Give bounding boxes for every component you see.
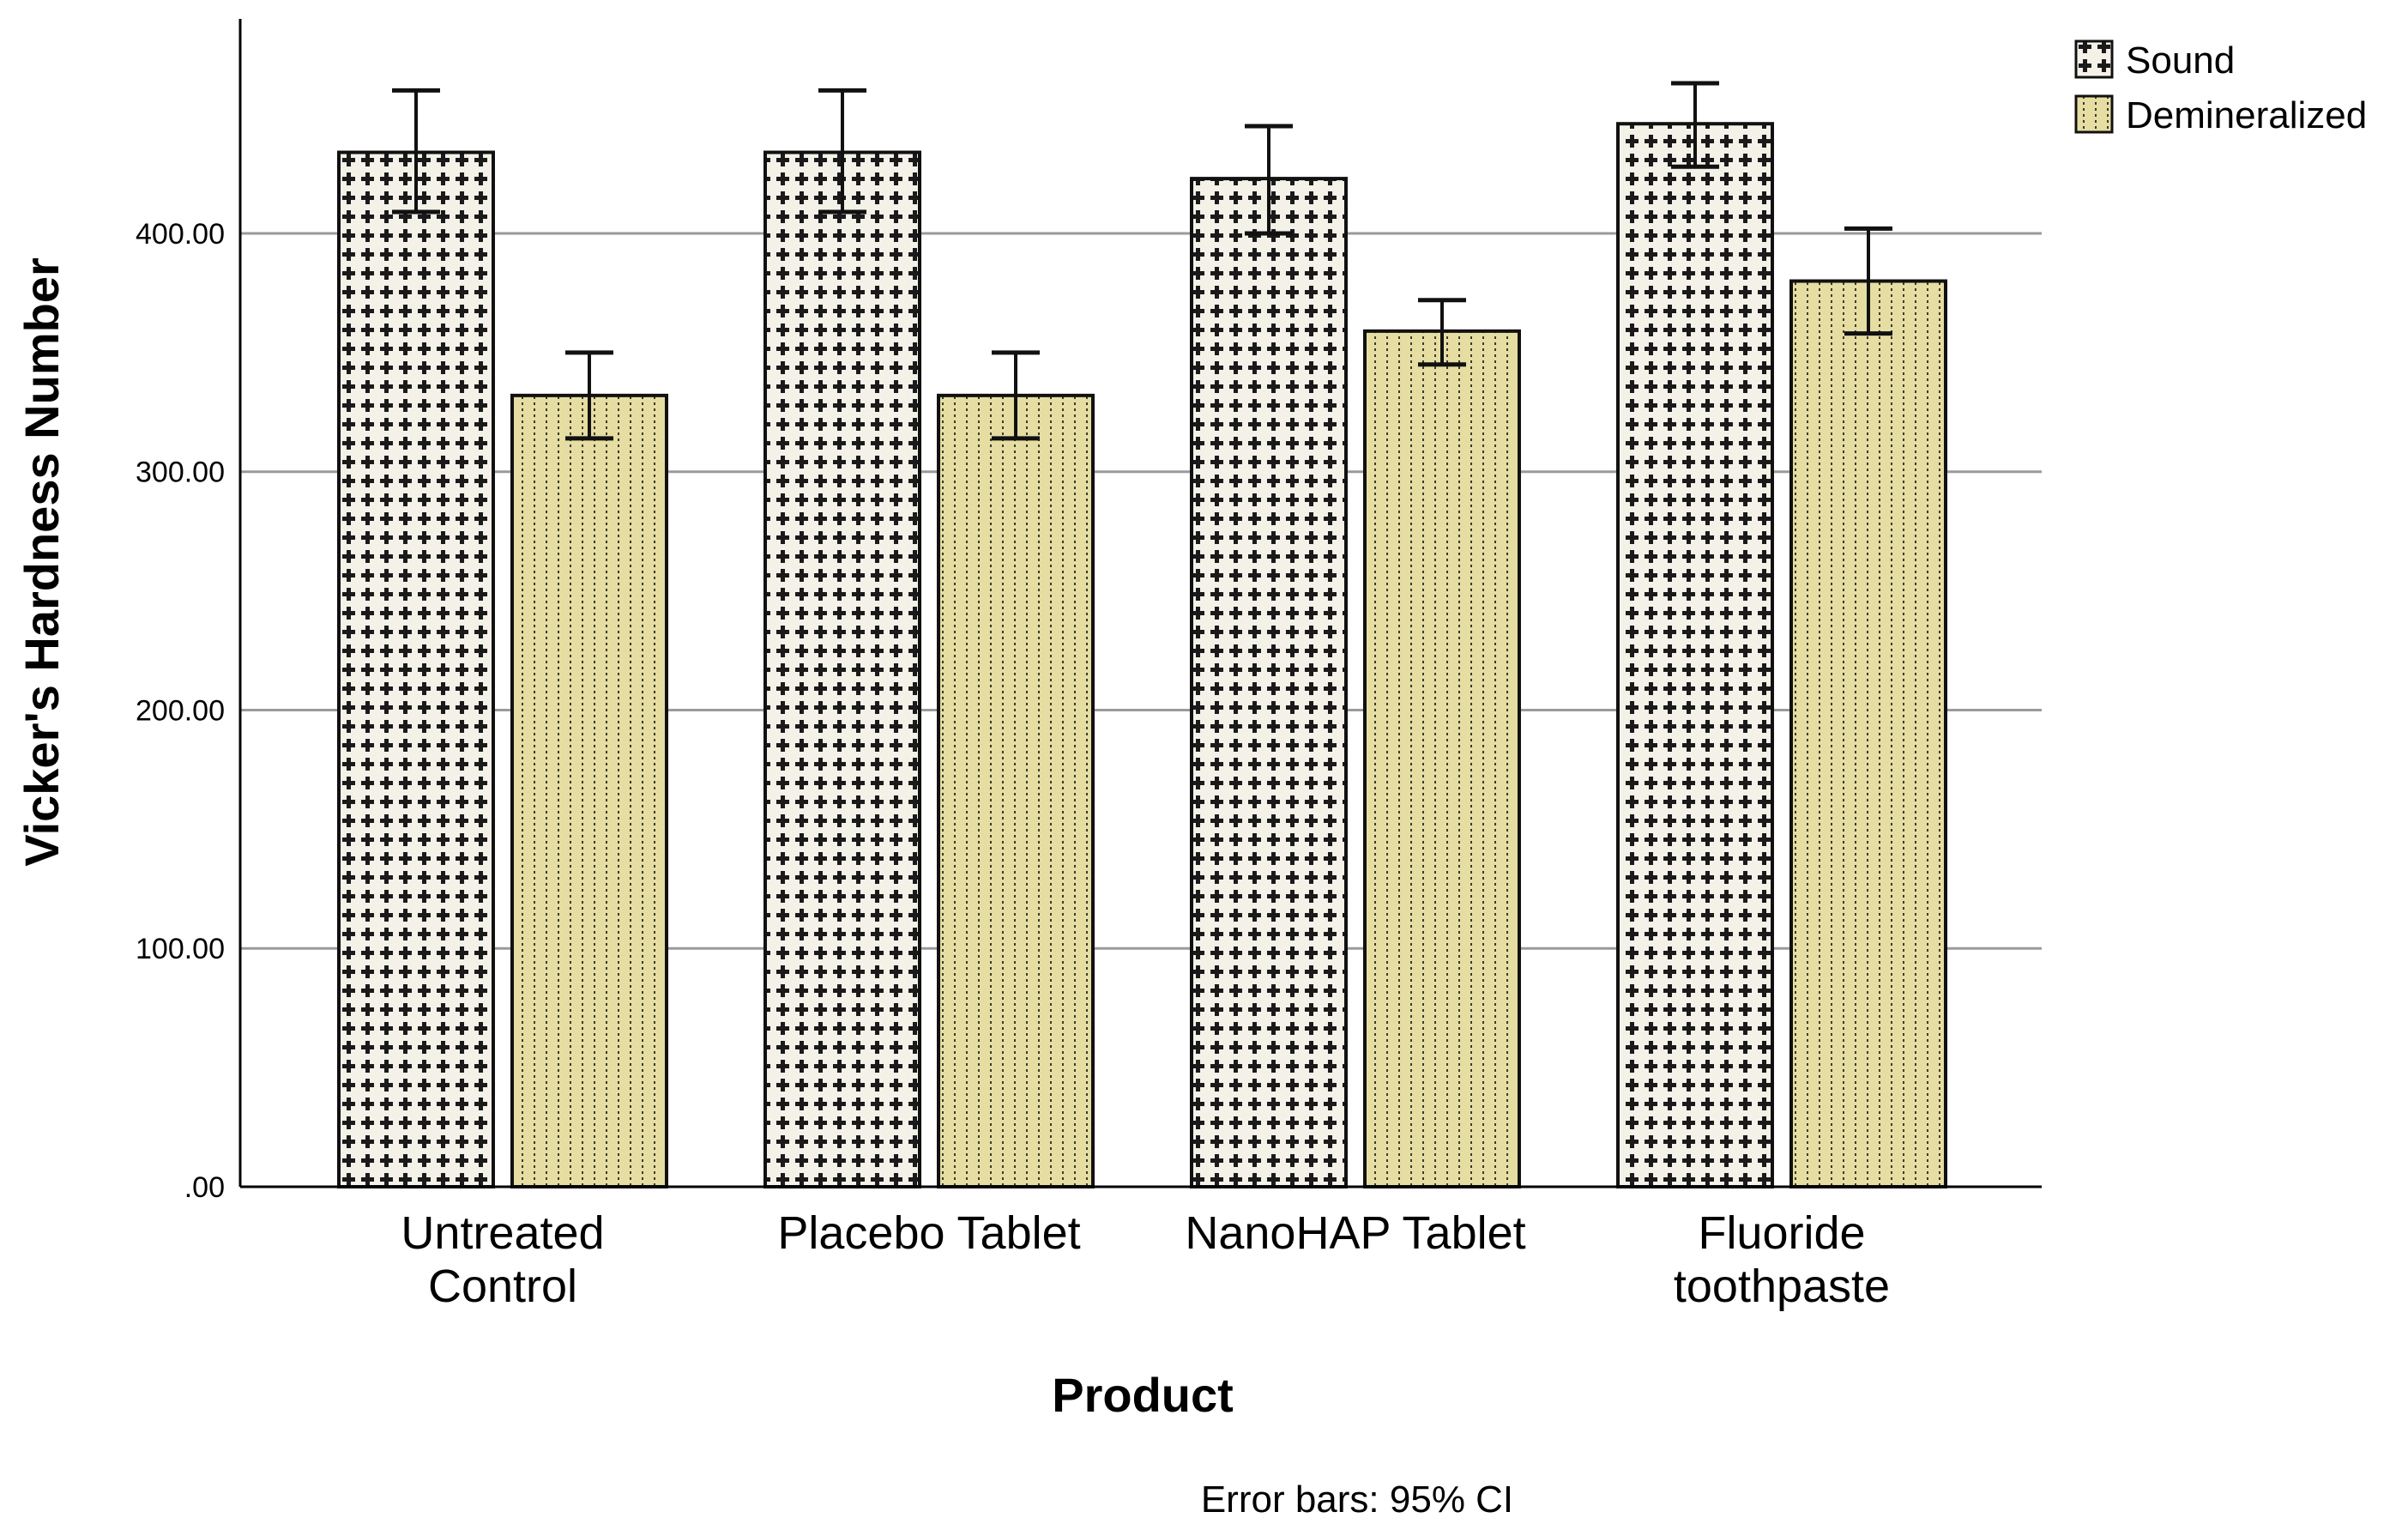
bar-sound-2 (1190, 177, 1348, 1188)
bar-demineralized-2 (1363, 329, 1521, 1188)
bar-demineralized-3 (1789, 279, 1947, 1188)
bar-sound-1 (763, 150, 921, 1189)
bar-demineralized-1 (937, 393, 1095, 1188)
x-tick-label-line: Placebo Tablet (777, 1207, 1080, 1259)
x-tick-label: Fluoride toothpaste (1674, 1207, 1890, 1312)
error-bar (1245, 124, 1293, 236)
y-tick-labels: .00 100.00 200.00 300.00 400.00 (136, 218, 225, 1204)
x-tick-label: Placebo Tablet (777, 1207, 1080, 1259)
y-tick-label: 200.00 (136, 694, 225, 727)
x-tick-label-line: Control (428, 1261, 577, 1312)
legend-swatch-demineralized (2074, 94, 2114, 134)
error-bar-note: Error bars: 95% CI (1201, 1479, 1513, 1521)
y-tick-label: .00 (184, 1171, 225, 1204)
x-tick-label-line: NanoHAP Tablet (1185, 1207, 1525, 1259)
bars (337, 122, 1947, 1189)
error-bar (565, 350, 613, 441)
bar-sound-0 (337, 150, 495, 1189)
legend-label-demineralized: Demineralized (2126, 94, 2367, 136)
error-bars (392, 81, 1892, 441)
x-axis-title: Product (1052, 1368, 1234, 1422)
legend-label-sound: Sound (2126, 39, 2235, 82)
x-tick-label-line: Untreated (401, 1207, 604, 1259)
x-tick-label-line: toothpaste (1674, 1261, 1890, 1312)
y-tick-label: 300.00 (136, 457, 225, 489)
x-tick-label: Untreated Control (401, 1207, 604, 1312)
x-tick-label-line: Fluoride (1698, 1207, 1865, 1259)
axes (238, 19, 2042, 1188)
error-bar (1844, 226, 1892, 336)
x-tick-labels: Untreated Control Placebo Tablet NanoHAP Ta… (401, 1207, 1890, 1312)
y-tick-label: 400.00 (136, 218, 225, 251)
legend: Sound Demineralized (2074, 39, 2367, 136)
bar-demineralized-0 (510, 393, 668, 1188)
error-bar (818, 88, 866, 215)
error-bar (1418, 298, 1466, 367)
error-bar (1671, 81, 1719, 169)
y-axis-title: Vicker's Hardness Number (15, 257, 69, 867)
error-bar (392, 88, 440, 215)
y-tick-label: 100.00 (136, 933, 225, 965)
bar-sound-3 (1616, 122, 1774, 1188)
x-tick-label: NanoHAP Tablet (1185, 1207, 1525, 1259)
error-bar (992, 350, 1040, 441)
legend-swatch-sound (2074, 39, 2114, 79)
